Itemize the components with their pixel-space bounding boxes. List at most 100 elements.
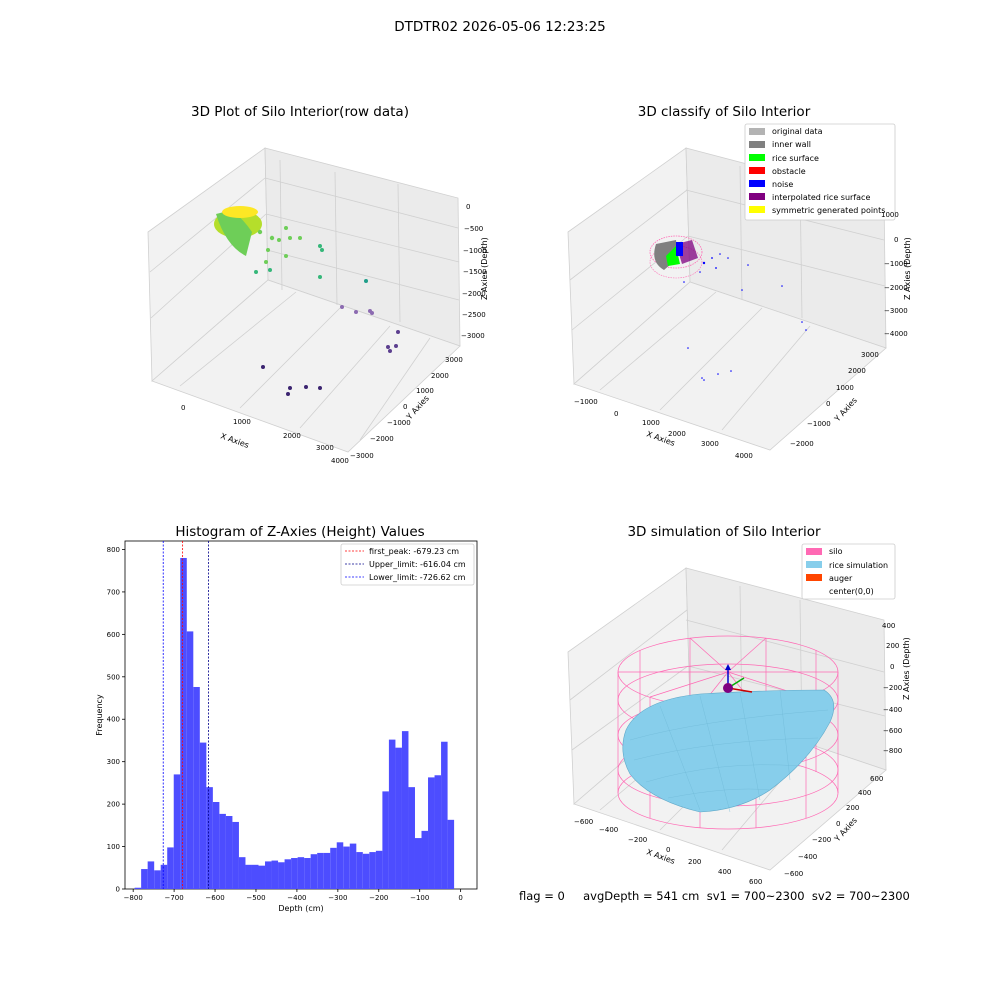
- raw-panel-title: 3D Plot of Silo Interior(row data): [191, 104, 409, 120]
- auger-and-center-axes: [723, 664, 753, 693]
- histogram-xtick-label: −600: [205, 894, 224, 902]
- figure-title: DTDTR02 2026-05-06 12:23:25: [394, 19, 606, 35]
- classify-y-axis-label: Y Axies: [832, 396, 859, 424]
- histogram-xtick-label: −500: [246, 894, 265, 902]
- raw-ztick: −2000: [462, 290, 486, 298]
- classify-xtick: 2000: [668, 430, 686, 438]
- histogram-bar: [291, 858, 298, 889]
- legend-swatch: [806, 561, 822, 568]
- legend-label: noise: [772, 180, 793, 189]
- histogram-bar: [212, 802, 220, 889]
- legend-label: inner wall: [772, 140, 811, 149]
- simulation-ytick: 600: [870, 775, 883, 783]
- classify-ytick: 0: [826, 400, 830, 408]
- raw-y-axis-label: Y Axies: [404, 394, 431, 422]
- histogram-ytick-label: 800: [107, 546, 120, 554]
- histogram-bar: [395, 747, 402, 889]
- histogram-ytick-label: 0: [116, 886, 120, 894]
- simulation-xtick: 600: [749, 878, 762, 886]
- classify-xtick: −1000: [574, 398, 598, 406]
- rice-surface: [622, 689, 835, 813]
- simulation-xtick: −600: [574, 818, 593, 826]
- histogram-ytick-label: 100: [107, 843, 120, 851]
- histogram-bar: [232, 821, 239, 889]
- classify-ytick: 3000: [861, 351, 879, 359]
- histogram-bar: [304, 858, 311, 889]
- simulation-xtick: 0: [666, 846, 670, 854]
- histogram-ytick-label: 300: [107, 758, 120, 766]
- simulation-ytick: 400: [858, 789, 871, 797]
- histogram-bar: [251, 864, 259, 889]
- histogram-bar: [134, 887, 142, 889]
- histogram-bar: [271, 860, 279, 889]
- simulation-ztick: −600: [883, 727, 902, 735]
- legend-swatch: [749, 141, 765, 148]
- classify-xtick: 1000: [642, 419, 660, 427]
- raw-ztick: −3000: [461, 332, 485, 340]
- simulation-xtick: 200: [688, 858, 701, 866]
- simulation-ztick: 0: [890, 663, 894, 671]
- simulation-ztick: −800: [883, 747, 902, 755]
- classify-ztick: 0: [894, 236, 898, 244]
- rice-surface-mesh: [629, 689, 829, 813]
- histogram-bar: [356, 852, 363, 889]
- simulation-panel-title: 3D simulation of Silo Interior: [627, 524, 821, 540]
- raw-x-tick-labels: 0 1000 2000 3000 4000: [181, 404, 349, 465]
- legend-label: auger: [829, 574, 853, 583]
- raw-ztick: −1000: [463, 247, 487, 255]
- histogram-bar: [323, 852, 331, 889]
- histogram-bar: [167, 847, 174, 889]
- raw-ztick: −2500: [462, 311, 486, 319]
- histogram-bar: [421, 830, 429, 889]
- histogram-bar: [441, 741, 448, 889]
- simulation-xtick: −400: [599, 826, 618, 834]
- histogram-y-axis-label: Frequency: [95, 694, 104, 736]
- histogram-ytick-label: 600: [107, 631, 120, 639]
- histogram-bar: [284, 859, 292, 889]
- histogram-bar: [141, 869, 148, 889]
- simulation-panel: 3D simulation of Silo Interior: [567, 524, 911, 886]
- histogram-bar: [206, 787, 213, 889]
- raw-ytick: 1000: [416, 387, 434, 395]
- classify-panel-title: 3D classify of Silo Interior: [638, 104, 811, 120]
- legend-label: rice surface: [772, 154, 819, 163]
- histogram-bar: [369, 852, 376, 889]
- legend-swatch: [806, 548, 822, 555]
- classify-legend: original data inner wall rice surface ob…: [744, 123, 896, 221]
- raw-ytick: 0: [403, 403, 407, 411]
- simulation-x-tick-labels: −600 −400 −200 0 200 400 600: [574, 818, 762, 886]
- histogram-bar: [349, 843, 357, 889]
- raw-ytick: −3000: [350, 452, 374, 460]
- histogram-bar: [258, 865, 266, 889]
- legend-label: symmetric generated points: [772, 206, 885, 215]
- histogram-bar: [447, 819, 455, 889]
- legend-swatch: [749, 180, 765, 187]
- raw-ytick: −1000: [387, 419, 411, 427]
- raw-3d-box: [147, 147, 461, 453]
- histogram-bar: [388, 739, 396, 889]
- histogram-xtick-label: −700: [164, 894, 183, 902]
- histogram-bar: [330, 847, 337, 889]
- classify-panel: 3D classify of Silo Interior: [567, 104, 912, 460]
- histogram-bar: [317, 852, 324, 889]
- classify-xtick: 4000: [735, 452, 753, 460]
- histogram-panel: Histogram of Z-Axies (Height) Values −80…: [95, 524, 478, 913]
- raw-xtick: 4000: [331, 457, 349, 465]
- histogram-bar: [173, 774, 181, 889]
- simulation-z-axis-label: Z Axies (Depth): [902, 637, 911, 700]
- histogram-title: Histogram of Z-Axies (Height) Values: [175, 524, 424, 540]
- simulation-ytick: 200: [846, 804, 859, 812]
- raw-point-cloud: [214, 206, 400, 396]
- classify-ztick: −1000: [884, 260, 908, 268]
- legend-label-first-peak: first_peak: -679.23 cm: [369, 547, 459, 556]
- classify-ytick: 2000: [848, 367, 866, 375]
- histogram-xtick-label: −200: [369, 894, 388, 902]
- histogram-bars: [134, 557, 455, 889]
- classify-point-cloud: [649, 235, 807, 381]
- raw-z-axis-label: Z Axies (Depth): [480, 237, 489, 300]
- simulation-z-tick-labels: 400 200 0 −200 −400 −600 −800: [882, 622, 902, 755]
- legend-label: center(0,0): [829, 587, 874, 596]
- simulation-ytick: 0: [836, 820, 840, 828]
- simulation-legend: silo rice simulation auger center(0,0): [801, 543, 896, 600]
